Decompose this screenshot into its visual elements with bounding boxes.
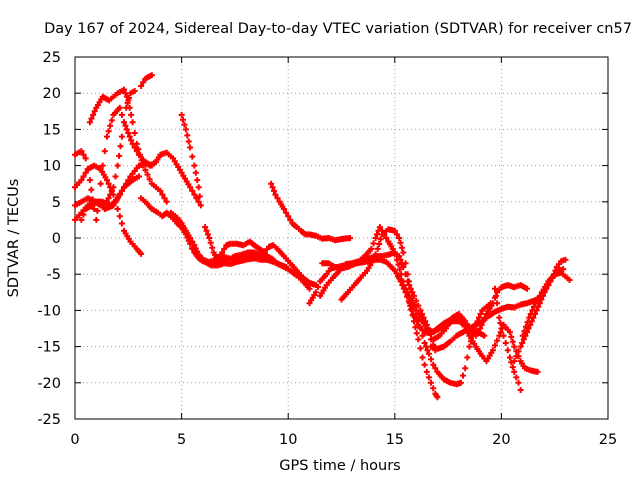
axis-ticks: 0 5 10 15 20 25 -25 -20 -15 -10 -5 0 5 10 15 20 25 [37, 50, 617, 448]
data-series-t21 [492, 285, 524, 393]
data-series-t23 [519, 269, 573, 339]
x-tick-label: 10 [279, 432, 297, 448]
data-marks [72, 72, 573, 401]
y-tick-label: 10 [43, 159, 61, 175]
x-tick-label: 15 [386, 432, 404, 448]
data-series-t12 [189, 242, 319, 289]
x-axis-label: GPS time / hours [279, 458, 400, 474]
data-series-t11 [202, 224, 313, 292]
x-tick-label: 5 [177, 432, 186, 448]
y-tick-label: 25 [43, 50, 61, 66]
y-tick-label: 15 [43, 122, 61, 138]
x-tick-label: 0 [70, 432, 79, 448]
y-tick-label: 20 [43, 86, 61, 102]
x-tick-label: 25 [599, 432, 617, 448]
y-tick-label: -20 [37, 376, 61, 392]
y-tick-label: -5 [47, 267, 61, 283]
data-series-t5 [86, 86, 170, 205]
y-axis-label: SDTVAR / TECUs [6, 179, 22, 298]
y-tick-label: 5 [52, 195, 61, 211]
data-series-t7 [138, 72, 155, 89]
x-tick-label: 20 [492, 432, 510, 448]
chart-title: Day 167 of 2024, Sidereal Day-to-day VTE… [44, 21, 632, 37]
y-tick-label: -10 [37, 303, 61, 319]
data-series-t6 [78, 173, 142, 223]
data-series-t13 [268, 180, 353, 244]
data-series-t8 [178, 111, 204, 209]
y-tick-label: -25 [37, 412, 61, 428]
y-tick-label: 0 [52, 231, 61, 247]
data-series-t18 [396, 274, 541, 375]
y-tick-label: -15 [37, 340, 61, 356]
